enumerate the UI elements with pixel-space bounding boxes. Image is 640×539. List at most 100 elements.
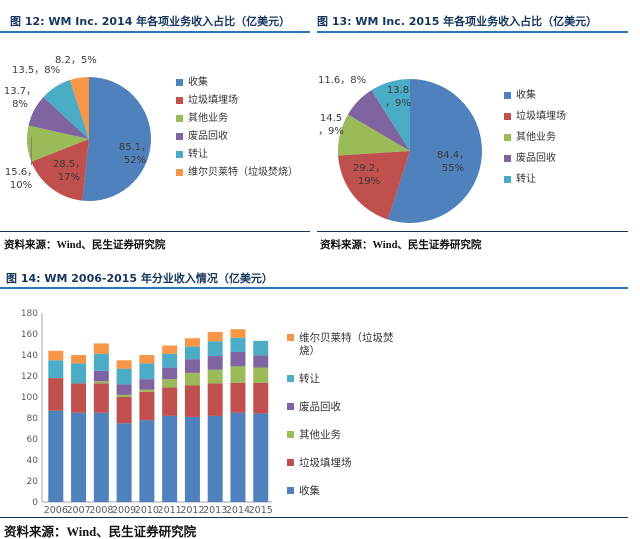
y-tick-label: 120 [21,372,38,382]
bar-segment-red [207,383,223,416]
fig13-title: 图 13: WM Inc. 2015 年各项业务收入占比（亿美元） [317,15,598,28]
legend-swatch-icon [287,403,294,410]
pie-data-label: 13.5，8% [12,65,61,76]
bar-segment-blue [253,413,269,502]
bar-segment-purple [162,367,178,380]
bar-segment-teal [139,363,155,380]
x-tick-label: 2014 [226,505,250,516]
legend-item: 收集 [504,90,566,102]
y-tick-label: 100 [21,393,38,403]
bar-segment-red [48,378,64,411]
pie-slice-5 [69,77,89,139]
legend-item: 转让 [287,373,395,386]
legend-swatch-icon [504,113,511,120]
bar-segment-teal [184,346,200,360]
fig13-source: 资料来源：Wind、民生证券研究院 [320,240,482,251]
bar-segment-purple [230,351,246,367]
y-tick-label: 160 [21,330,38,340]
pie-data-label: 28.5， 17% [52,159,86,183]
bar-segment-orange [93,343,109,354]
legend-label: 垃圾填埋场 [516,111,566,122]
pie-slice-2 [27,125,89,162]
bar-segment-purple [93,370,109,382]
pie-data-label: 84.4， 55% [436,150,470,174]
y-tick-label: 60 [27,435,39,445]
bar-segment-blue [207,415,223,502]
fig12-source: 资料来源：Wind、民生证券研究院 [4,240,166,251]
bar-segment-green [139,389,155,392]
y-tick-label: 0 [32,498,38,508]
pie-data-label: 85.1， 52% [118,142,152,166]
legend-label: 废品回收 [188,131,228,142]
pie-slice-4 [371,79,410,151]
x-tick-label: 2015 [249,505,273,516]
y-tick-label: 20 [27,477,39,487]
legend-label: 收集 [516,90,536,101]
pie-slice-3 [347,90,410,151]
bar-segment-teal [253,340,269,356]
legend-item: 废品回收 [287,401,395,414]
x-tick-label: 2010 [135,505,159,516]
fig14-legend: 维尔贝莱特（垃圾焚烧） 转让 废品回收 其他业务 垃圾填埋场 收集 [287,332,395,513]
bar-segment-orange [230,329,246,338]
bar-segment-teal [48,360,64,379]
legend-swatch-icon [176,79,183,86]
bar-segment-purple [116,384,132,395]
x-tick-label: 2012 [180,505,204,516]
legend-label: 垃圾填埋场 [188,95,238,106]
bar-segment-red [93,383,109,413]
legend-item: 收集 [176,77,308,89]
label-leader-line [31,137,32,165]
legend-swatch-icon [287,334,294,341]
pie-data-label: 13.8 ，9% [385,85,411,109]
legend-label: 废品回收 [516,153,556,164]
pie-data-label: 29.2， 19% [352,163,386,187]
x-tick-label: 2013 [203,505,227,516]
fig12-legend: 收集 垃圾填埋场 其他业务 废品回收 转让 维尔贝莱特（垃圾焚烧） [176,77,308,185]
bar-segment-orange [207,331,223,342]
bar-segment-teal [71,363,87,384]
fig14-source: 资料来源：Wind、民生证券研究院 [4,525,197,539]
legend-swatch-icon [287,459,294,466]
bar-segment-green [93,381,109,384]
legend-swatch-icon [176,115,183,122]
pie-data-label: 11.6，8% [318,75,367,86]
legend-swatch-icon [176,169,183,176]
bar-segment-orange [139,355,155,364]
bar-segment-red [230,382,246,413]
bar-segment-green [253,367,269,383]
legend-swatch-icon [176,151,183,158]
legend-label: 转让 [188,149,208,160]
bar-segment-teal [116,368,132,385]
bar-segment-orange [48,350,64,361]
stacked-bar-chart: 0 20 40 60 80 100 120 140 160 180 2006200720082009… [21,309,273,516]
pie-chart-2014 [27,77,151,201]
legend-item: 垃圾填埋场 [176,95,308,107]
pie-data-label: 14.5 ，9% [318,113,344,137]
legend-item: 其他业务 [504,132,566,144]
legend-swatch-icon [287,487,294,494]
y-tick-label: 180 [21,309,38,319]
legend-label: 收集 [299,485,320,497]
bar-segment-teal [230,337,246,352]
fig13-source-rule [317,231,628,232]
y-tick-label: 140 [21,351,38,361]
bar-segment-orange [184,338,200,347]
bar-segment-purple [207,356,223,370]
legend-item: 维尔贝莱特（垃圾焚烧） [176,167,308,179]
bar-segment-blue [93,412,109,502]
legend-swatch-icon [287,375,294,382]
bar-segment-blue [48,410,64,502]
x-tick-label: 2009 [112,505,136,516]
bar-segment-green [162,379,178,388]
bar-segment-red [71,383,87,413]
legend-swatch-icon [504,176,511,183]
bar-segment-teal [207,341,223,357]
bar-segment-red [162,387,178,416]
pie-slice-0 [82,77,151,201]
legend-item: 转让 [504,174,566,186]
bar-segment-orange [116,360,132,369]
bar-segment-orange [162,345,178,354]
bar-segment-blue [184,416,200,502]
legend-item: 废品回收 [176,131,308,143]
